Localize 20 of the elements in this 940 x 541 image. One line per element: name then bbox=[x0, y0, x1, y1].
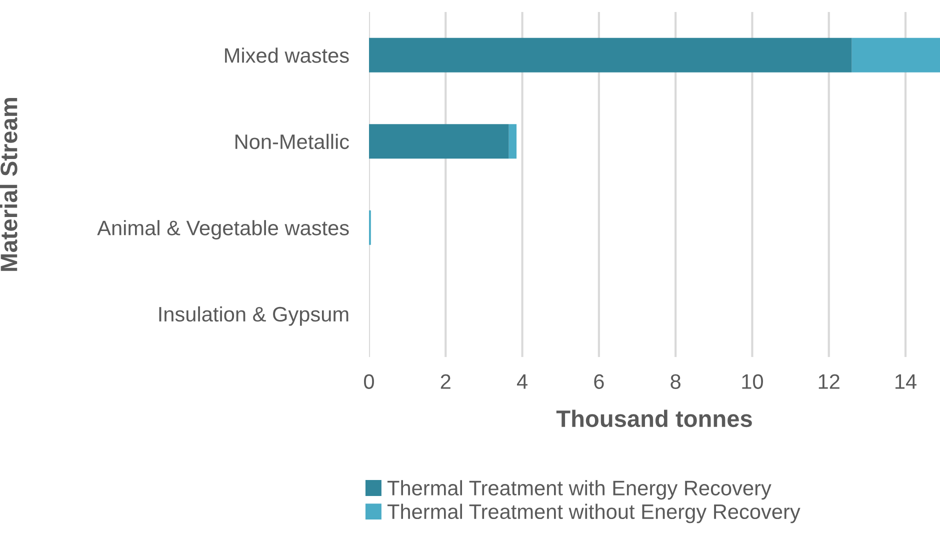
x-tick-label: 4 bbox=[516, 374, 528, 389]
bar bbox=[508, 124, 517, 159]
y-axis-title: Material Stream bbox=[0, 98, 18, 271]
x-tick-label: 10 bbox=[742, 374, 763, 389]
x-tick-label: 8 bbox=[670, 374, 680, 389]
y-tick-label: Non-Metallic bbox=[235, 134, 350, 150]
x-tick-label: 6 bbox=[594, 374, 604, 389]
bar bbox=[369, 38, 852, 72]
y-tick-label: Animal & Vegetable wastes bbox=[97, 220, 349, 240]
bar bbox=[369, 124, 509, 159]
legend-label: Thermal Treatment without Energy Recovery bbox=[387, 504, 800, 524]
x-tick-label: 0 bbox=[364, 374, 374, 389]
x-tick-label: 12 bbox=[818, 374, 840, 389]
y-tick-label: Insulation & Gypsum bbox=[159, 306, 348, 326]
x-axis-title: Thousand tonnes bbox=[556, 410, 752, 428]
legend-label: Thermal Treatment with Energy Recovery bbox=[387, 480, 772, 500]
bar bbox=[852, 38, 940, 72]
y-tick-label: Mixed wastes bbox=[225, 48, 349, 63]
x-tick-label: 14 bbox=[896, 374, 916, 389]
x-tick-label: 2 bbox=[440, 374, 450, 389]
